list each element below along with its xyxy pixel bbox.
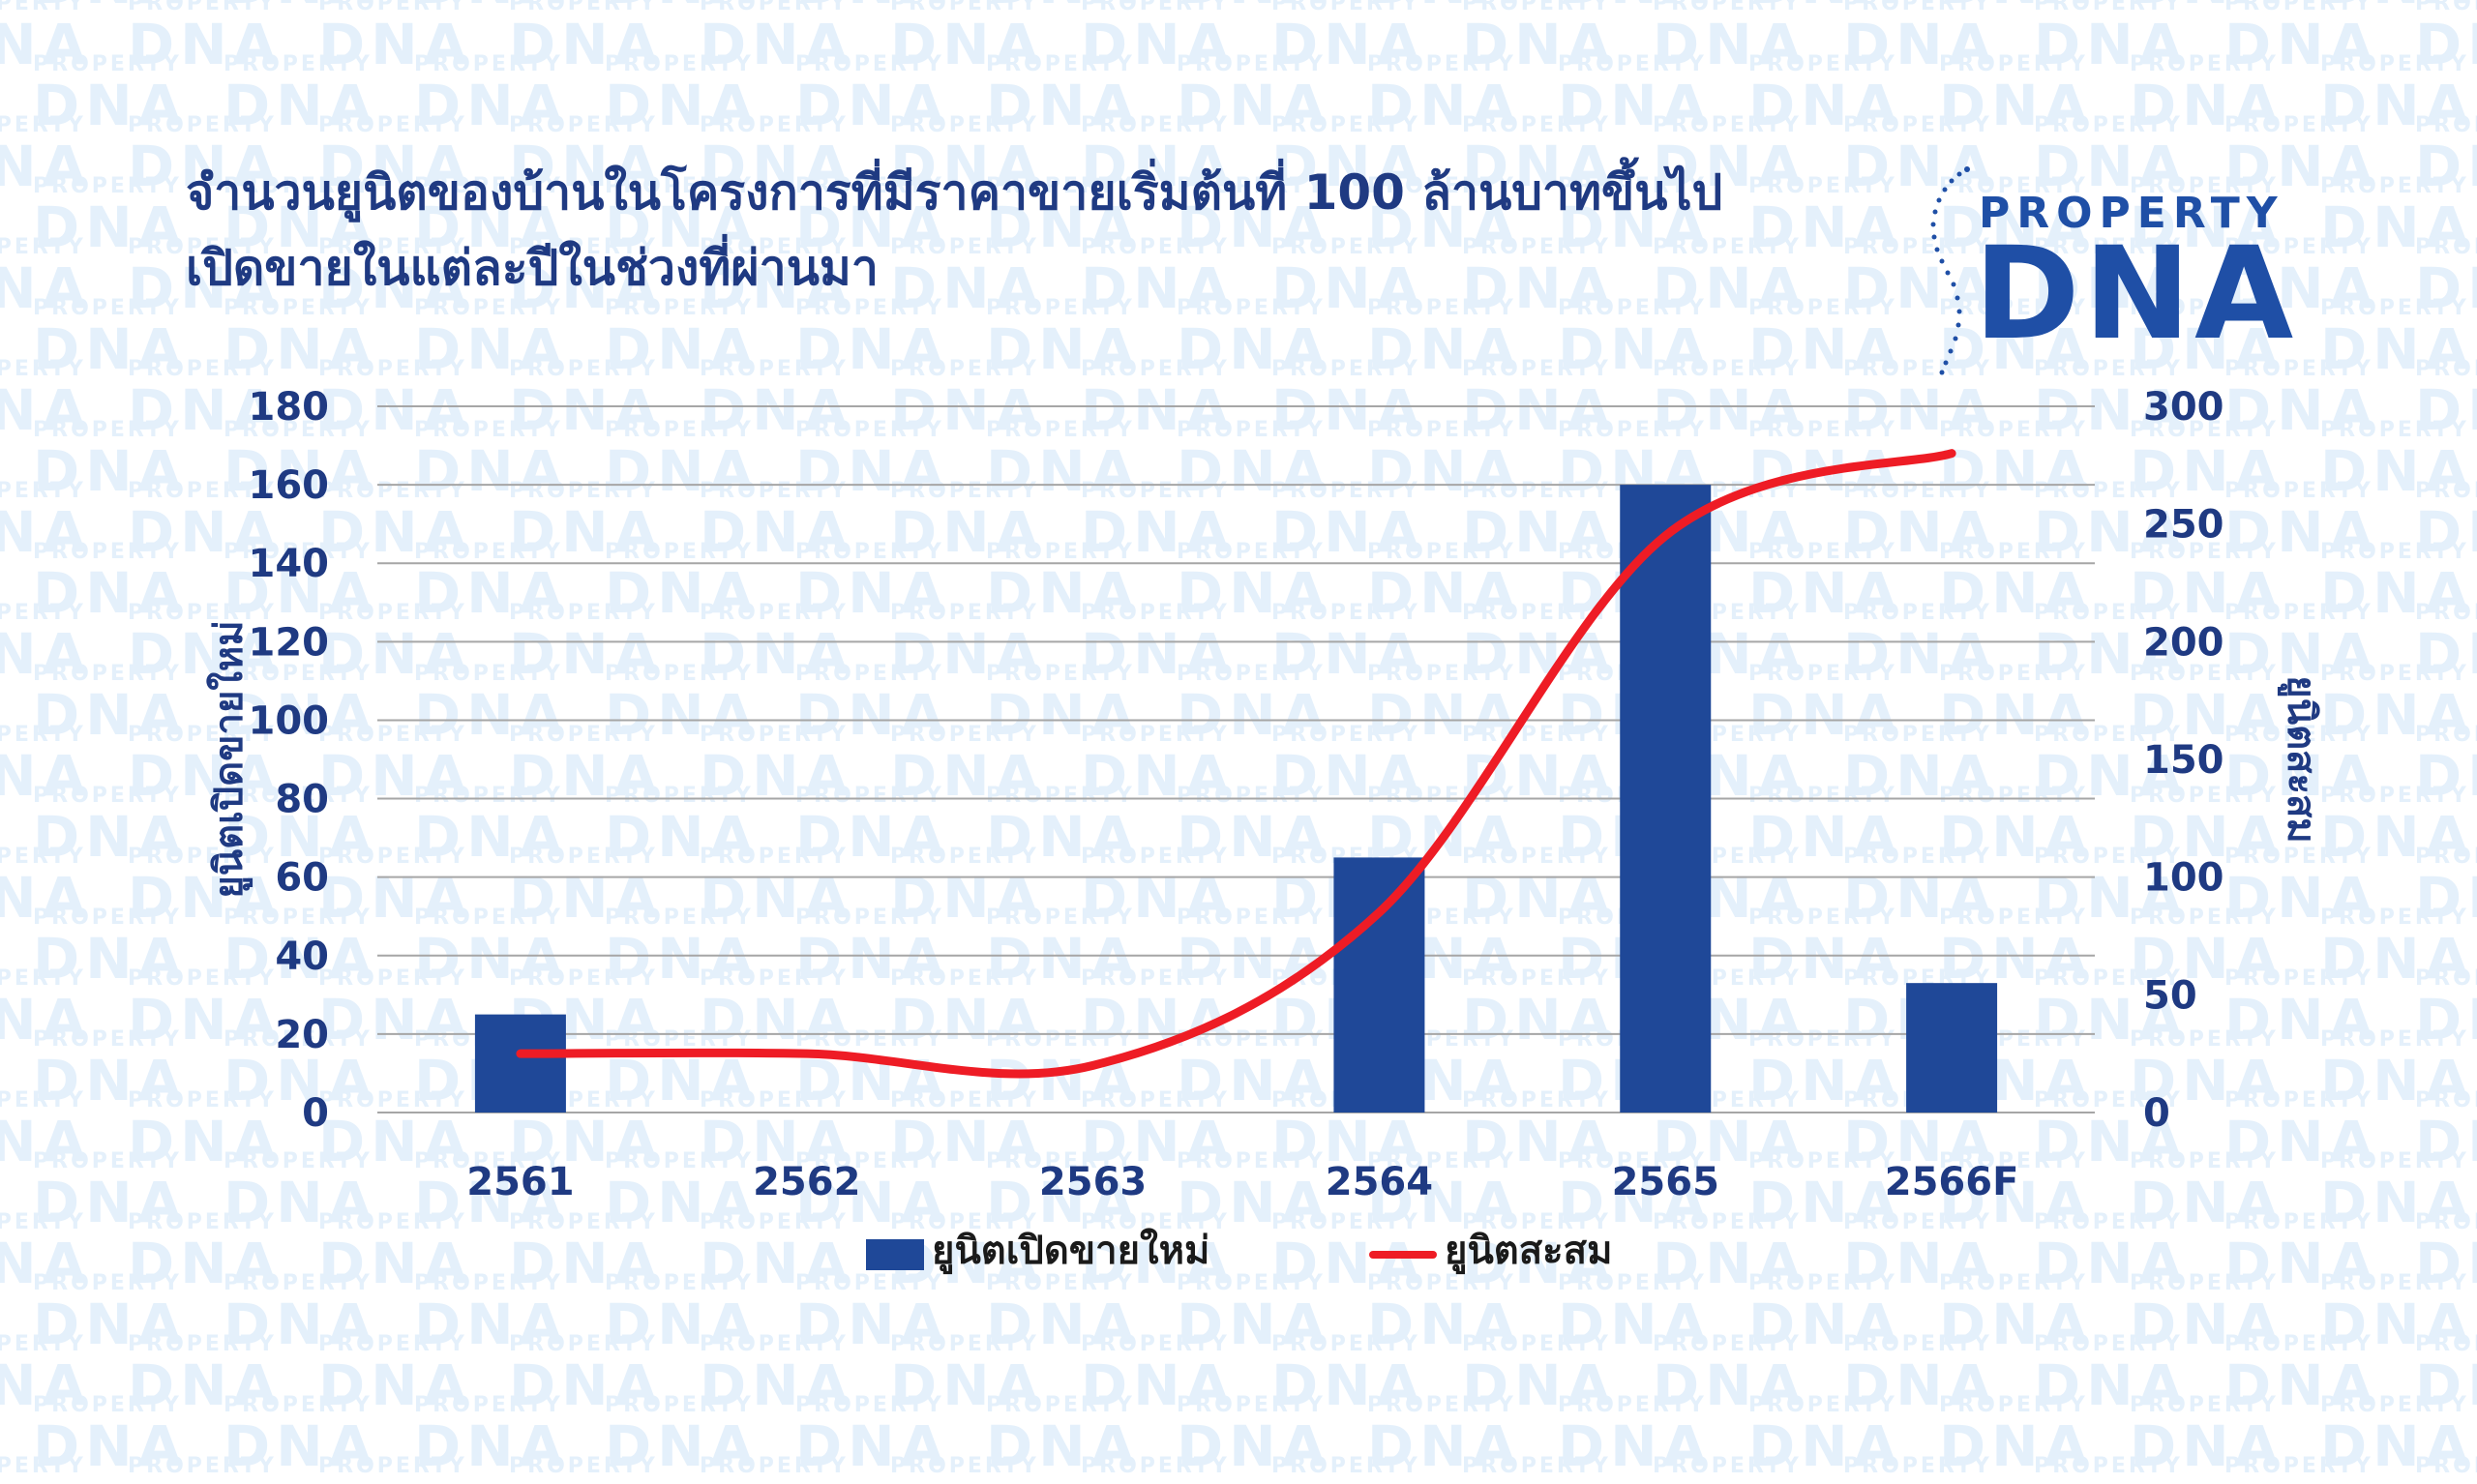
y-left-tick-label: 20 <box>275 1013 329 1057</box>
x-tick-label: 2566F <box>1885 1160 2019 1204</box>
y-right-tick-label: 250 <box>2143 503 2224 548</box>
y-right-tick-label: 50 <box>2143 973 2197 1018</box>
x-tick-label: 2561 <box>466 1160 574 1204</box>
brand-logo: PROPERTY DNA <box>1921 164 2327 377</box>
y-right-tick-label: 200 <box>2143 620 2224 665</box>
y-left-axis-title: ยูนิตเปิดขายใหม่ <box>206 620 253 898</box>
y-right-tick-label: 300 <box>2143 385 2224 430</box>
chart-title-line-2: เปิดขายในแต่ละปีในช่วงที่ผ่านมา <box>186 240 879 296</box>
y-right-tick-label: 100 <box>2143 856 2224 901</box>
line-point-2564 <box>1378 911 1380 913</box>
legend-swatch-line <box>1369 1251 1437 1259</box>
y-left-tick-label: 120 <box>249 620 330 665</box>
y-right-tick-label: 150 <box>2143 738 2224 783</box>
y-left-tick-label: 0 <box>302 1091 329 1136</box>
y-left-tick-label: 140 <box>249 542 330 586</box>
bar-series <box>474 485 1998 1113</box>
y-right-tick-label: 0 <box>2143 1091 2170 1136</box>
legend-label-cumulative: ยูนิตสะสม <box>1445 1229 1613 1273</box>
y-left-tick-label: 40 <box>275 935 329 979</box>
chart-title-line-1: จำนวนยูนิตของบ้านในโครงการที่มีราคาขายเร… <box>186 164 1723 221</box>
y-left-tick-label: 80 <box>275 778 329 822</box>
x-tick-label: 2565 <box>1612 1160 1719 1204</box>
line-point-2563 <box>1092 1064 1094 1066</box>
legend-item-new-units: ยูนิตเปิดขายใหม่ <box>866 1224 1292 1278</box>
bar-2561 <box>474 1014 566 1113</box>
axes: 0 20 40 60 80 100 120 140 160 180 0 50 100 150 200 250 3… <box>206 385 2323 1204</box>
x-tick-label: 2562 <box>753 1160 860 1204</box>
gridlines <box>377 405 2095 1113</box>
bar-2564 <box>1333 857 1425 1113</box>
y-right-axis-title: ยูนิตสะสม <box>2278 675 2323 843</box>
line-point-2566F <box>1951 453 1953 455</box>
y-left-tick-label: 160 <box>249 463 330 508</box>
y-left-tick-label: 180 <box>249 385 330 430</box>
cumulative-line <box>516 449 1956 1079</box>
legend-swatch-bar <box>866 1239 924 1270</box>
logo-text-bottom: DNA <box>1974 220 2298 369</box>
chart-title: จำนวนยูนิตของบ้านในโครงการที่มีราคาขายเร… <box>186 155 1985 306</box>
line-series <box>516 449 1956 1079</box>
x-tick-label: 2564 <box>1326 1160 1433 1204</box>
line-point-2565 <box>1664 535 1666 537</box>
legend-label-new-units: ยูนิตเปิดขายใหม่ <box>932 1229 1210 1273</box>
logo-text-top: PROPERTY <box>1979 189 2284 238</box>
logo-dots-icon <box>1930 166 1970 375</box>
y-left-tick-label: 60 <box>275 856 329 901</box>
x-tick-label: 2563 <box>1039 1160 1147 1204</box>
bar-2565 <box>1620 485 1712 1113</box>
legend-item-cumulative: ยูนิตสะสม <box>1369 1224 1737 1278</box>
y-left-tick-label: 100 <box>249 698 330 743</box>
bar-2566F <box>1906 983 1998 1113</box>
